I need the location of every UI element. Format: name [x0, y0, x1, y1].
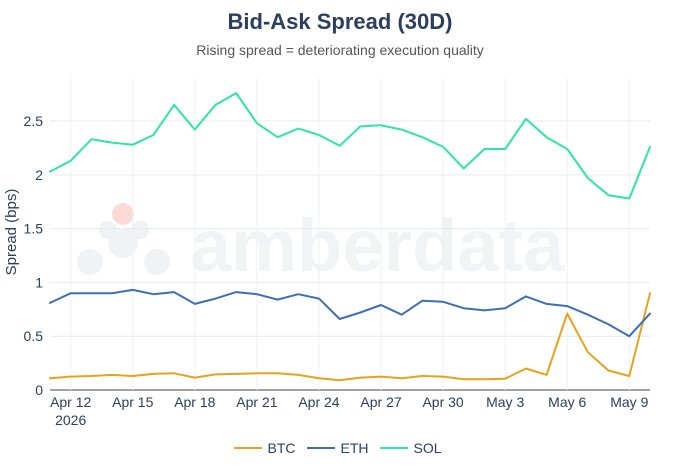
- chart-subtitle: Rising spread = deteriorating execution …: [196, 42, 484, 58]
- series-layer: [49, 92, 651, 382]
- grid: [50, 78, 650, 391]
- series-line-sol: [49, 92, 651, 200]
- x-tick-label: Apr 21: [236, 394, 277, 410]
- legend-swatch-icon: [234, 447, 263, 449]
- y-axis-label: Spread (bps): [3, 189, 20, 276]
- legend-swatch-icon: [307, 447, 336, 449]
- watermark-accent-icon: [112, 203, 134, 225]
- legend-item-btc[interactable]: BTC: [234, 440, 295, 456]
- legend-label: ETH: [340, 440, 369, 456]
- x-tick-sublabel: 2026: [55, 412, 86, 428]
- axes: 0 0.5 1 1.5 2 2.5 Apr 12 2026 Apr 15 Apr 18 Apr 21…: [3, 113, 649, 428]
- x-tick-label: Apr 15: [112, 394, 153, 410]
- legend-label: SOL: [413, 440, 442, 456]
- x-tick-label: Apr 18: [174, 394, 215, 410]
- x-tick-label: May 9: [610, 394, 648, 410]
- x-tick-label: Apr 27: [360, 394, 401, 410]
- x-tick-label: May 6: [548, 394, 586, 410]
- watermark-text: amberdata: [190, 204, 565, 287]
- y-tick-label: 2: [35, 167, 43, 183]
- chart-title: Bid-Ask Spread (30D): [227, 9, 453, 34]
- y-tick-label: 2.5: [24, 113, 44, 129]
- x-tick-label: Apr 30: [422, 394, 463, 410]
- y-tick-label: 0.5: [24, 328, 44, 344]
- x-tick-label: May 3: [486, 394, 524, 410]
- x-tick-label: Apr 12: [50, 394, 91, 410]
- y-tick-label: 1: [35, 274, 43, 290]
- legend-item-eth[interactable]: ETH: [307, 440, 368, 456]
- legend: BTC ETH SOL: [0, 440, 680, 456]
- series-line-btc: [49, 292, 651, 382]
- amberdata-logo-icon: [77, 221, 170, 275]
- watermark: amberdata: [77, 203, 565, 287]
- legend-item-sol[interactable]: SOL: [380, 440, 442, 456]
- x-tick-label: Apr 24: [298, 394, 339, 410]
- series-line-eth: [49, 288, 651, 338]
- y-tick-label: 0: [35, 382, 43, 398]
- legend-swatch-icon: [380, 447, 409, 449]
- legend-label: BTC: [267, 440, 296, 456]
- y-tick-label: 1.5: [24, 221, 44, 237]
